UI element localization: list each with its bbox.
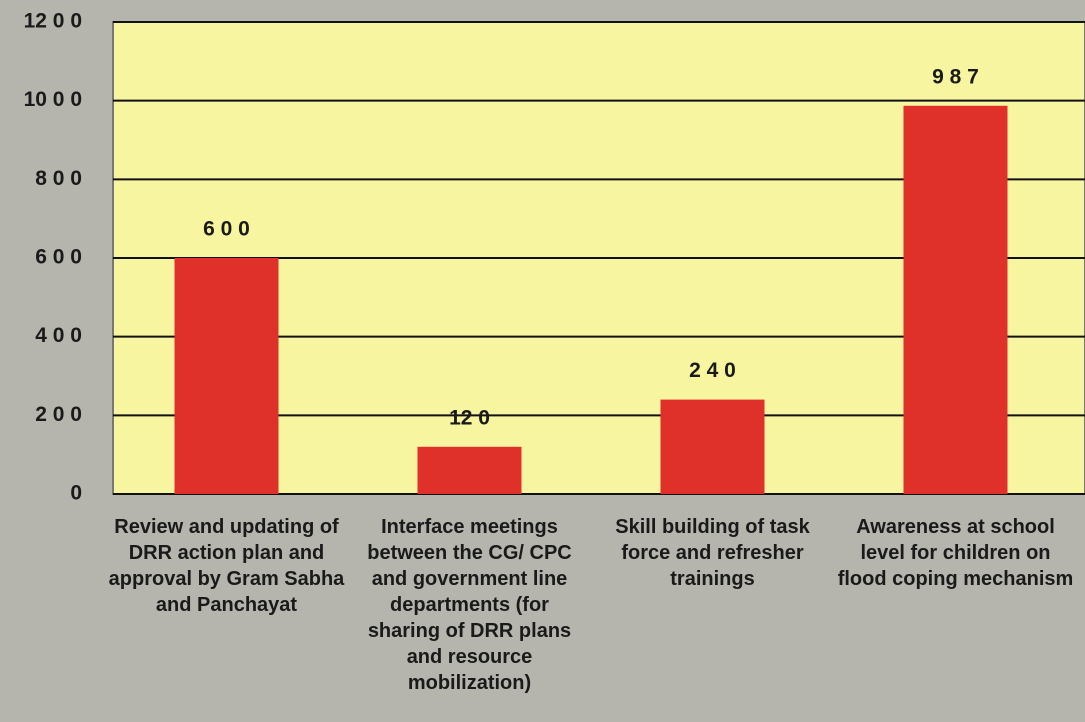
y-tick-label: 0 <box>70 482 82 505</box>
x-tick-label: Review and updating of DRR action plan a… <box>108 516 345 616</box>
bar <box>660 399 765 494</box>
y-tick-label: 10 0 0 <box>24 88 82 111</box>
value-label: 12 0 <box>449 406 490 429</box>
bar <box>417 446 522 494</box>
x-tick-label: Awareness at school level for children o… <box>837 516 1074 590</box>
y-tick-label: 2 0 0 <box>35 403 82 426</box>
bar <box>174 258 279 494</box>
y-tick-label: 4 0 0 <box>35 324 82 347</box>
value-label: 9 8 7 <box>932 65 979 88</box>
bar <box>903 105 1008 494</box>
y-tick-label: 12 0 0 <box>24 10 82 33</box>
x-tick-label: Interface meetings between the CG/ CPC a… <box>367 516 572 694</box>
x-tick-label: Skill building of task force and refresh… <box>615 516 810 590</box>
y-tick-label: 8 0 0 <box>35 167 82 190</box>
value-label: 2 4 0 <box>689 359 736 382</box>
y-tick-label: 6 0 0 <box>35 246 82 269</box>
value-label: 6 0 0 <box>203 218 250 241</box>
